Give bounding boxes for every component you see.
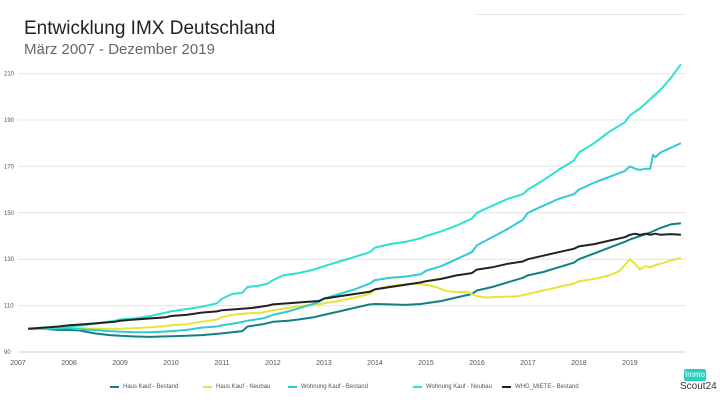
y-tick-label: 190: [4, 118, 15, 124]
legend-label: Wohnung Kauf - Bestand: [301, 384, 368, 390]
x-tick-label: 2019: [622, 360, 638, 367]
series-line-4: [28, 63, 682, 330]
y-tick-label: 210: [4, 72, 15, 78]
series-line-5: [28, 232, 681, 330]
gridlines: [18, 73, 686, 353]
legend-item: Haus Kauf - Bestand: [110, 384, 178, 390]
x-tick-label: 2010: [163, 360, 179, 367]
logo-bottom-text: Scout24: [680, 381, 717, 392]
x-tick-label: 2017: [520, 360, 536, 367]
x-tick-label: 2008: [61, 360, 77, 367]
logo-top-text: Immo: [684, 369, 706, 381]
x-tick-label: 2009: [112, 360, 128, 367]
y-tick-label: 170: [4, 164, 15, 170]
series-line-3: [28, 142, 682, 334]
x-tick-label: 2011: [214, 360, 229, 367]
chart-legend: Haus Kauf - Bestand Haus Kauf - Neubau Woh…: [110, 384, 630, 398]
x-axis-ticks: 2007 2008 2009 2010 2011 2012 2013 2014 2015 2016…: [10, 360, 638, 367]
legend-label: Haus Kauf - Bestand: [123, 384, 179, 390]
y-tick-label: 90: [4, 350, 11, 356]
legend-swatch: [288, 386, 297, 388]
legend-swatch: [502, 386, 511, 388]
series-line-1: [28, 222, 682, 338]
legend-swatch: [413, 386, 422, 388]
top-divider: [476, 14, 685, 15]
y-tick-label: 150: [4, 211, 15, 217]
x-tick-label: 2016: [469, 360, 485, 367]
x-tick-label: 2018: [571, 360, 587, 367]
chart-title: Entwicklung IMX Deutschland: [24, 18, 276, 39]
legend-item: Wohnung Kauf - Neubau: [413, 384, 492, 390]
x-tick-label: 2007: [10, 360, 26, 367]
legend-swatch: [203, 386, 212, 388]
x-tick-label: 2015: [418, 360, 434, 367]
x-tick-label: 2013: [316, 360, 332, 367]
legend-label: Haus Kauf - Neubau: [216, 384, 271, 390]
x-tick-label: 2012: [265, 360, 281, 367]
legend-swatch: [110, 386, 119, 388]
x-tick-label: 2014: [367, 360, 383, 367]
y-tick-label: 110: [4, 304, 14, 310]
legend-item: Haus Kauf - Neubau: [203, 384, 270, 390]
legend-label: Wohnung Kauf - Neubau: [426, 384, 492, 390]
series-lines: [28, 63, 682, 338]
legend-item: WHG_MIETE - Bestand: [502, 384, 579, 390]
legend-label: WHG_MIETE - Bestand: [515, 384, 579, 390]
y-tick-label: 130: [4, 257, 15, 263]
legend-item: Wohnung Kauf - Bestand: [288, 384, 368, 390]
immoscout24-logo: Immo Scout24: [680, 369, 717, 399]
y-axis-ticks: 90 110 130 150 170 190 210: [4, 72, 15, 356]
chart-subtitle: März 2007 - Dezember 2019: [24, 41, 215, 58]
